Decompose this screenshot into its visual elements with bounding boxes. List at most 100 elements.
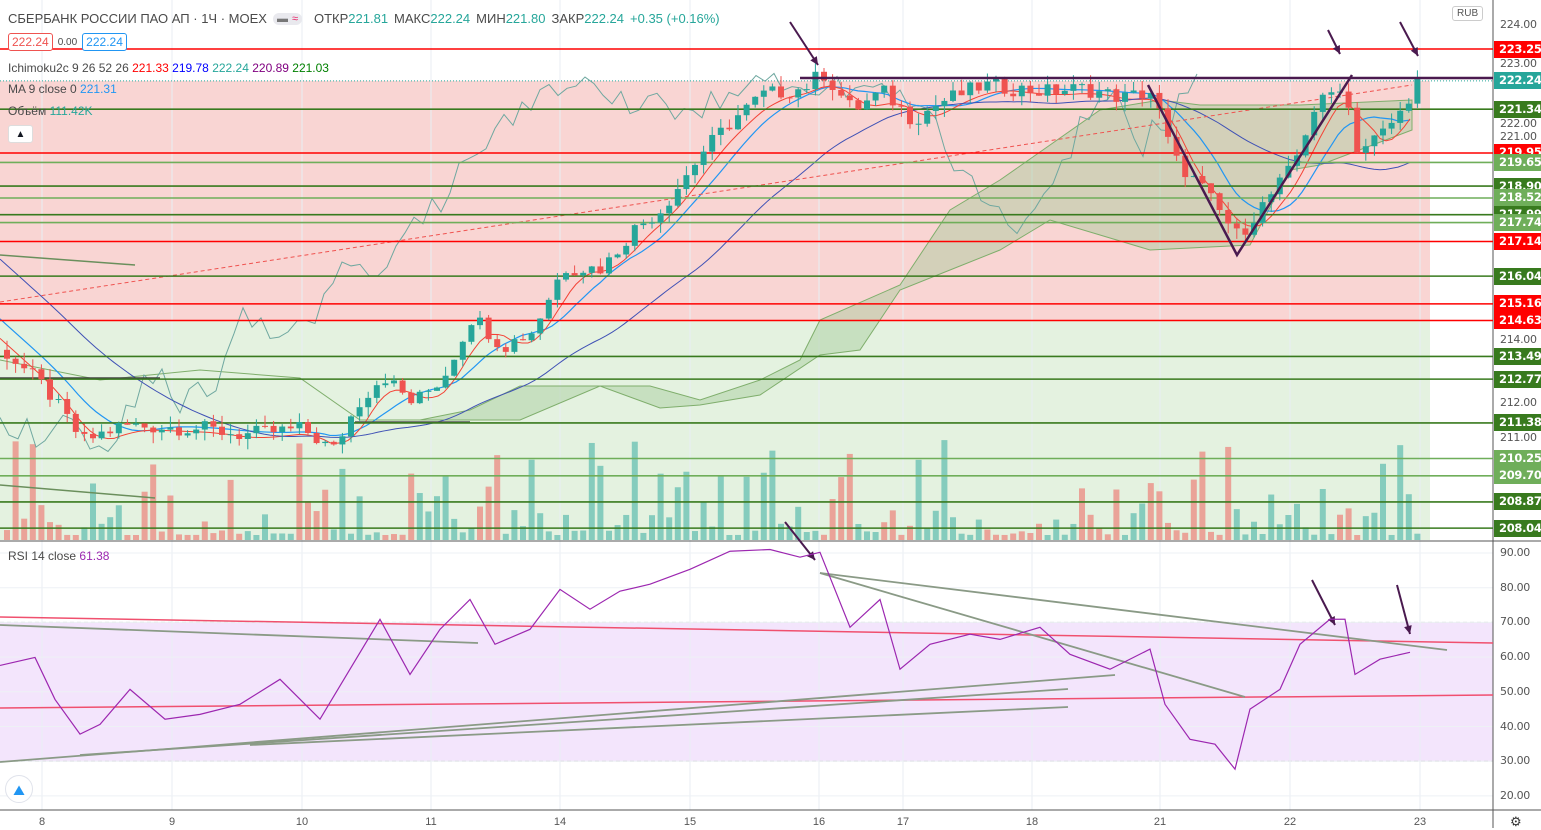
volume-bar — [1371, 512, 1378, 540]
toggle-pill[interactable]: ▬ ≈ — [272, 12, 302, 25]
volume-bar — [1044, 534, 1051, 540]
candle — [1233, 223, 1240, 229]
rsi-trendline-gray — [819, 572, 1448, 651]
candle — [38, 369, 45, 380]
candle — [29, 368, 36, 370]
candle — [941, 100, 948, 107]
volume-bar — [717, 475, 724, 540]
volume-bar — [889, 510, 896, 540]
volume-bar — [296, 443, 303, 540]
candle — [1027, 85, 1034, 94]
volume-bar — [184, 534, 191, 540]
volume-bar — [373, 532, 380, 540]
collapse-legend-button[interactable]: ▲ — [8, 125, 33, 143]
candle — [735, 115, 741, 130]
volume-bar — [683, 471, 690, 540]
candle — [631, 225, 638, 246]
tenkan-line — [0, 85, 1411, 444]
candle — [829, 80, 836, 90]
ma-legend[interactable]: MA 9 close 0 221.31 — [8, 82, 117, 96]
candle — [520, 339, 526, 341]
minus-icon: ▬ — [276, 12, 288, 25]
volume-bar — [803, 532, 810, 540]
candle — [494, 339, 501, 348]
volume-bar — [614, 525, 621, 540]
candle — [683, 175, 690, 190]
candle — [915, 123, 922, 125]
volume-bar — [1242, 534, 1249, 540]
rsi-trendline-gray — [819, 572, 1246, 698]
arrow-head-icon — [1327, 616, 1335, 625]
buy-price-button[interactable]: 222.24 — [82, 33, 127, 51]
candle — [468, 325, 475, 342]
candle — [253, 425, 260, 434]
currency-badge[interactable]: RUB — [1452, 6, 1484, 21]
candle — [1173, 136, 1180, 156]
volume-bar — [236, 533, 243, 540]
tradingview-logo-icon[interactable]: ⛰ — [5, 775, 33, 803]
volume-bar — [244, 531, 251, 540]
candle — [1104, 89, 1111, 92]
volume-bar — [588, 442, 595, 540]
candle — [1397, 110, 1404, 123]
x-tick-label: 10 — [295, 816, 309, 828]
rsi-tick-label: 80.00 — [1500, 580, 1530, 594]
candle — [614, 254, 621, 258]
candle — [743, 104, 750, 116]
volume-bar — [769, 450, 776, 540]
volume-bar — [898, 534, 905, 540]
volume-bar — [29, 444, 36, 540]
volume-bar — [915, 459, 922, 540]
candle — [864, 100, 870, 110]
arrow-head-icon — [810, 56, 818, 65]
candle — [1156, 92, 1163, 109]
volume-bar — [1001, 534, 1008, 540]
volume-legend[interactable]: Объём 111.42K — [8, 104, 93, 118]
symbol-header: СБЕРБАНК РОССИИ ПАО АП · 1Ч · MOEX ▬ ≈ ОТ… — [8, 11, 720, 26]
volume-bar — [1354, 534, 1361, 540]
rsi-tick-label: 50.00 — [1500, 684, 1530, 698]
volume-bar — [81, 527, 88, 540]
rsi-legend[interactable]: RSI 14 close 61.38 — [8, 549, 109, 563]
volume-bar — [47, 522, 53, 540]
v-pattern-annotation — [1146, 74, 1354, 258]
volume-bar — [872, 532, 879, 540]
candle — [674, 189, 681, 206]
symbol-title[interactable]: СБЕРБАНК РОССИИ ПАО АП · 1Ч · MOEX — [8, 11, 267, 26]
candle — [227, 434, 234, 436]
volume-bar — [382, 534, 389, 540]
volume-bar — [967, 534, 974, 540]
candle — [821, 71, 827, 81]
volume-bar — [399, 534, 406, 540]
arrow-icon — [1396, 584, 1411, 635]
change-value: +0.35 (+0.16%) — [630, 11, 720, 26]
candle — [1087, 84, 1094, 98]
volume-bar — [201, 521, 208, 540]
candle — [124, 422, 131, 425]
settings-gear-icon[interactable]: ⚙ — [1510, 814, 1522, 829]
volume-bar — [907, 525, 913, 540]
volume-bar — [1156, 491, 1163, 540]
resistance-zone — [0, 80, 1430, 321]
volume-bar — [975, 519, 982, 540]
price-tick-label: 214.00 — [1500, 333, 1537, 347]
candle — [459, 341, 466, 360]
volume-bar — [1302, 527, 1309, 540]
candle — [1285, 165, 1292, 178]
candle — [649, 222, 655, 224]
sell-price-button[interactable]: 222.24 — [8, 33, 53, 51]
ichimoku-v4: 220.89 — [252, 61, 289, 75]
volume-bar — [167, 495, 174, 540]
candle — [657, 213, 664, 223]
kijun-line — [0, 97, 1411, 438]
volume-bar — [846, 453, 853, 540]
ichimoku-legend[interactable]: Ichimoku2c 9 26 52 26 221.33 219.78 222.… — [8, 61, 329, 75]
x-tick-label: 8 — [38, 816, 46, 828]
volume-bar — [502, 533, 509, 540]
candle — [1070, 84, 1077, 91]
candle — [365, 397, 372, 408]
candle — [752, 96, 759, 105]
candle — [1036, 93, 1042, 96]
volume-bar — [1328, 534, 1335, 540]
